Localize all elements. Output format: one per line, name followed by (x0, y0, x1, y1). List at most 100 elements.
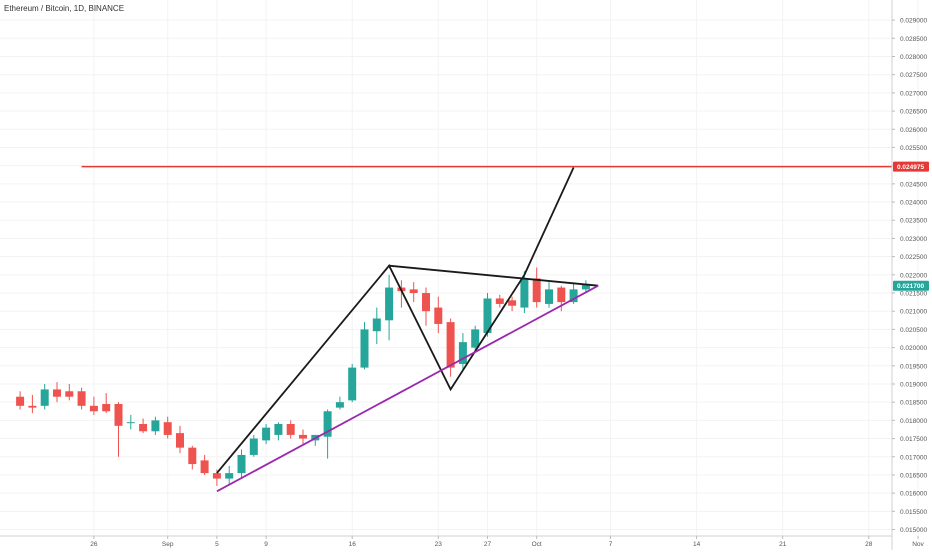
price-labels-layer: 0.024975 0.021700 (893, 161, 929, 291)
y-tick-label: 0.026000 (900, 127, 927, 134)
candle-down (28, 405, 37, 408)
x-tick-label: 5 (215, 541, 219, 548)
candle-down (508, 300, 517, 306)
x-tick-label: 7 (609, 541, 613, 548)
grid-layer (0, 0, 919, 536)
x-tick-label: Nov (912, 541, 924, 548)
time-axis[interactable]: 26 Sep 5 9 16 23 27 Oct 7 14 21 28 Nov (90, 536, 925, 548)
candle-up (569, 289, 578, 303)
candle-down (16, 396, 25, 406)
y-tick-label: 0.024500 (900, 181, 927, 188)
candle-down (102, 403, 111, 412)
x-tick-label: 23 (435, 541, 443, 548)
x-tick-label: 16 (349, 541, 357, 548)
candle-up (483, 298, 492, 334)
x-tick-label: 26 (90, 541, 98, 548)
candle-up (545, 289, 553, 304)
candle-up (40, 389, 49, 406)
candle-down (65, 391, 74, 397)
candle-down (557, 287, 566, 303)
x-tick-label: 9 (264, 541, 268, 548)
y-tick-label: 0.024000 (900, 200, 927, 207)
candle-up (237, 454, 246, 474)
y-tick-label: 0.023500 (900, 218, 927, 225)
candle-up (520, 278, 529, 308)
candle-down (163, 422, 172, 435)
y-tick-label: 0.022500 (900, 254, 927, 261)
candle-down (446, 322, 455, 368)
y-tick-label: 0.017500 (900, 436, 927, 443)
candle-down (286, 424, 295, 435)
candle-down (53, 389, 61, 397)
y-tick-label: 0.015500 (900, 509, 927, 516)
candle-down (89, 405, 98, 412)
chart-title: Ethereum / Bitcoin, 1D, BINANCE (4, 4, 125, 13)
candle-up (126, 422, 135, 424)
candle-up (249, 438, 258, 455)
y-tick-label: 0.020500 (900, 327, 927, 334)
candle-down (176, 433, 184, 448)
candle-down (200, 460, 209, 474)
last-price-label: 0.021700 (897, 283, 924, 290)
drawings-layer (81, 165, 892, 493)
candle-up (372, 318, 381, 332)
candle-up (151, 420, 160, 432)
y-tick-label: 0.019000 (900, 381, 927, 388)
y-tick-label: 0.025500 (900, 145, 927, 152)
y-tick-label: 0.017000 (900, 454, 927, 461)
x-tick-label: 28 (865, 541, 873, 548)
y-tick-label: 0.026500 (900, 109, 927, 116)
y-tick-label: 0.027000 (900, 90, 927, 97)
y-tick-label: 0.028000 (900, 54, 927, 61)
x-tick-label: Oct (532, 541, 542, 548)
lower-trendline[interactable] (216, 284, 599, 493)
y-tick-label: 0.018000 (900, 418, 927, 425)
candle-down (422, 293, 430, 312)
x-tick-label: 27 (484, 541, 492, 548)
candle-up (225, 473, 234, 479)
candle-down (409, 289, 418, 294)
candle-down (212, 473, 221, 479)
y-tick-label: 0.028500 (900, 36, 927, 43)
y-tick-label: 0.021500 (900, 291, 927, 298)
x-tick-label: 14 (693, 541, 701, 548)
price-axis[interactable]: 0.015000 0.015500 0.016000 0.016500 0.017000… (892, 18, 927, 534)
candle-down (77, 391, 86, 406)
flagpole-pattern-line[interactable] (216, 167, 575, 474)
y-tick-label: 0.018500 (900, 400, 927, 407)
resistance-price-label: 0.024975 (897, 164, 924, 171)
last-price-label-bg (893, 280, 929, 291)
candle-up (323, 411, 332, 437)
x-tick-label: Sep (162, 541, 174, 548)
candle-up (385, 287, 394, 321)
candle-down (114, 403, 123, 426)
y-tick-label: 0.022000 (900, 272, 927, 279)
candle-down (532, 278, 541, 303)
candle-up (274, 424, 283, 435)
candle-down (299, 434, 307, 439)
candle-down (495, 298, 504, 304)
y-tick-label: 0.019500 (900, 363, 927, 370)
candle-up (581, 283, 590, 290)
y-tick-label: 0.027500 (900, 72, 927, 79)
candle-up (335, 402, 344, 408)
candle-up (360, 329, 369, 368)
y-tick-label: 0.021000 (900, 309, 927, 316)
y-tick-label: 0.016000 (900, 491, 927, 498)
y-tick-label: 0.023000 (900, 236, 927, 243)
candle-up (471, 329, 480, 348)
candle-up (262, 427, 271, 441)
candle-up (348, 367, 357, 401)
resistance-price-label-bg (893, 161, 929, 172)
y-tick-label: 0.029000 (900, 18, 927, 25)
y-tick-label: 0.016500 (900, 472, 927, 479)
y-tick-label: 0.015000 (900, 527, 927, 534)
y-tick-label: 0.020000 (900, 345, 927, 352)
candle-up (458, 342, 467, 364)
upper-trendline[interactable] (389, 264, 599, 287)
candle-down (434, 307, 443, 324)
candle-down (188, 447, 197, 465)
candle-down (139, 424, 148, 432)
